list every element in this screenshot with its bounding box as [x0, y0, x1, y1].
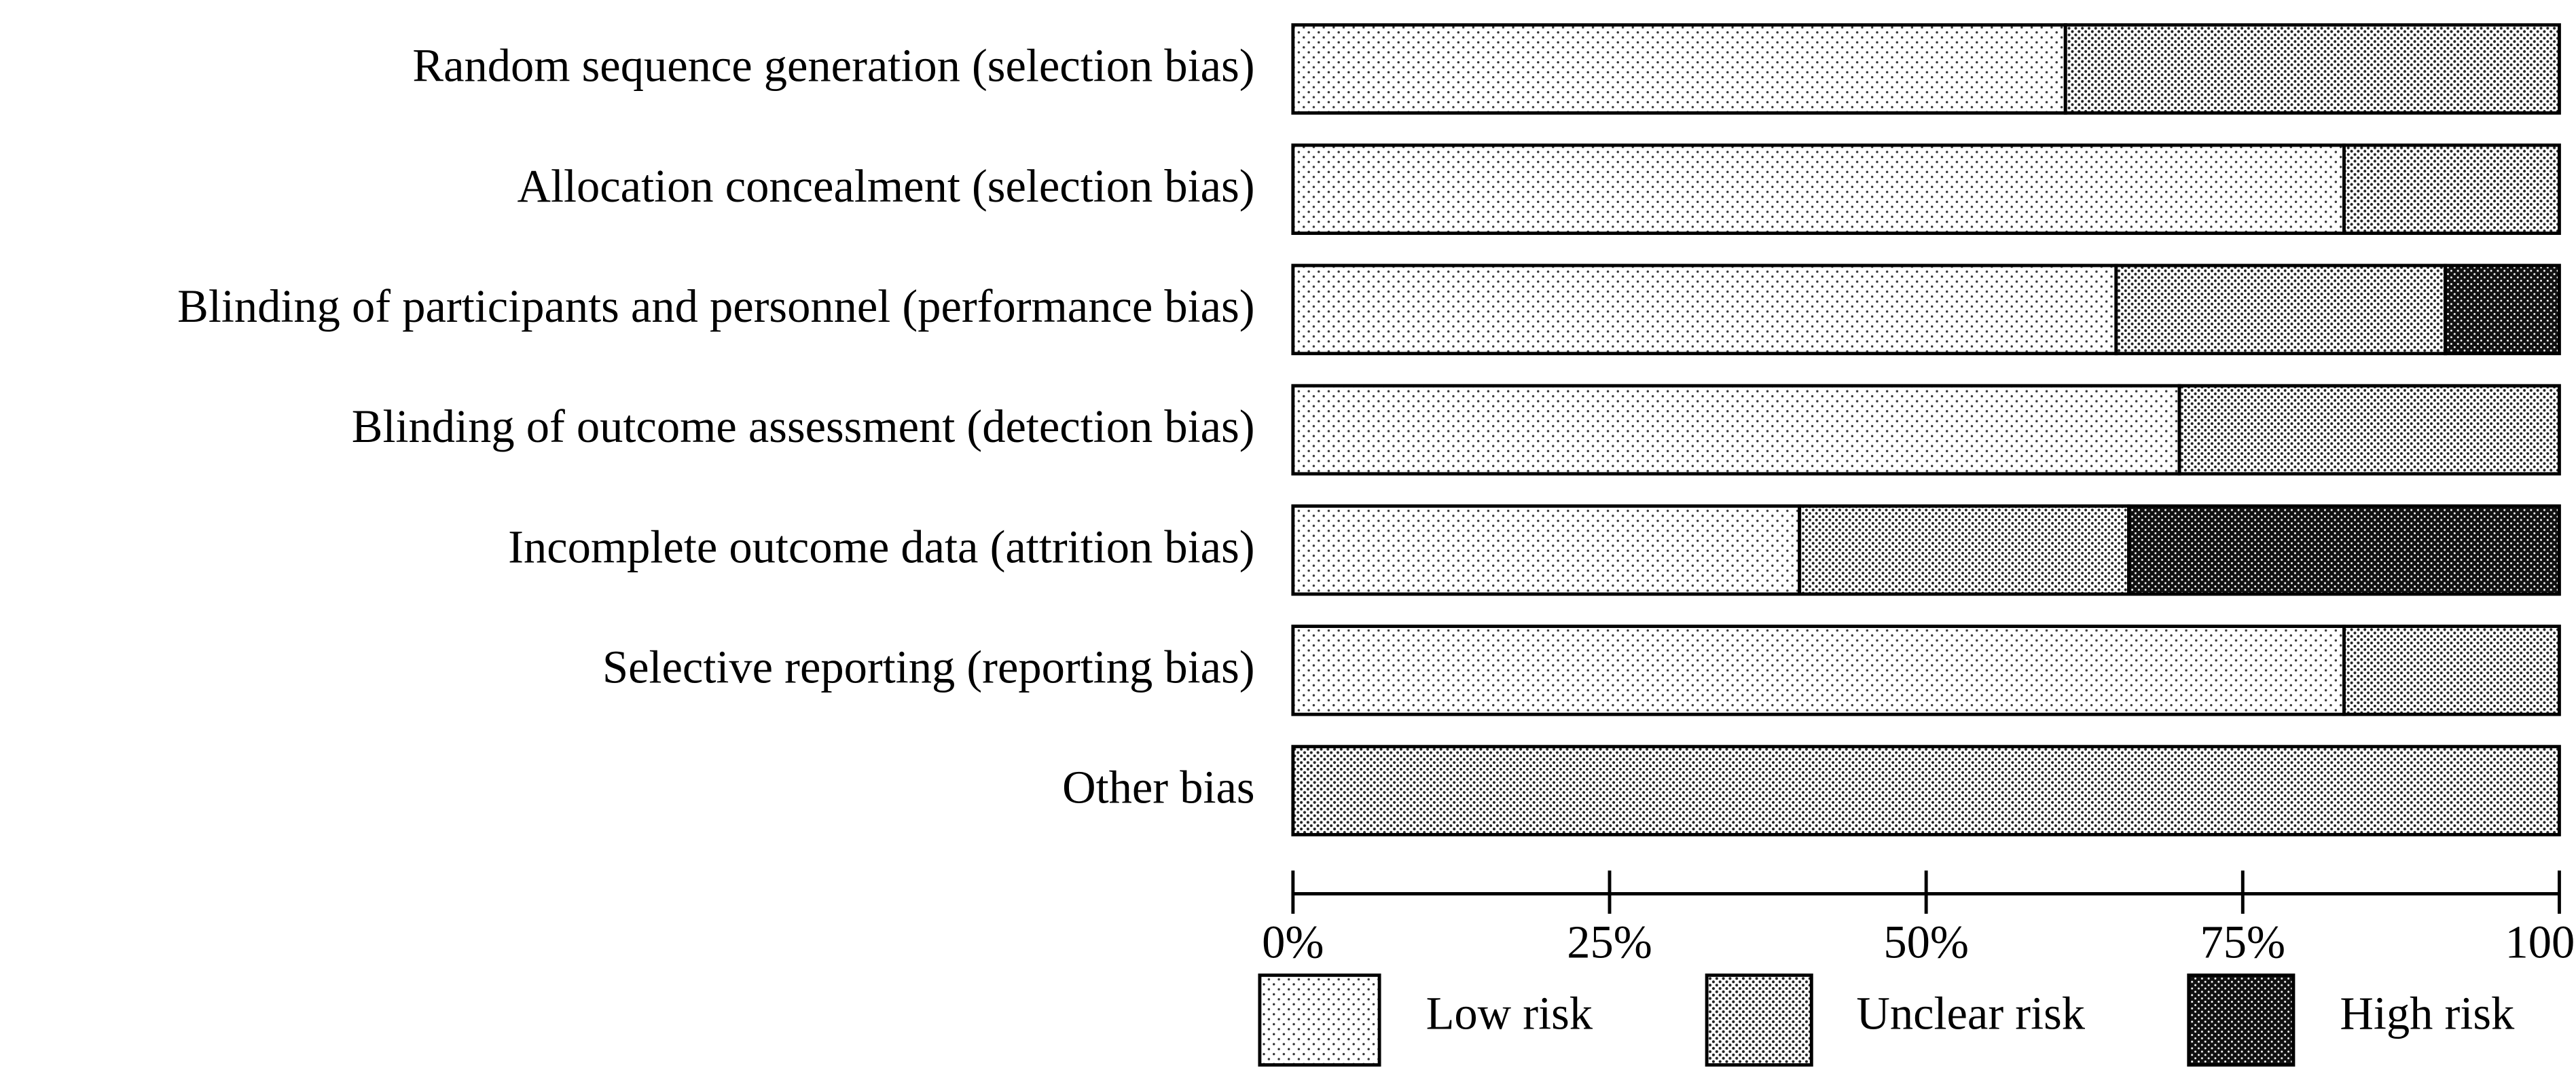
bar-segment — [2177, 384, 2561, 476]
bar-segment — [2063, 23, 2561, 115]
category-label: Other bias — [1062, 762, 1254, 813]
legend-label: Unclear risk — [1856, 988, 2085, 1039]
category-label: Allocation concealment (selection bias) — [517, 160, 1254, 212]
x-tick-label: 50% — [1883, 917, 1969, 968]
bar-segment — [1291, 23, 2067, 115]
bar-segment — [2342, 625, 2561, 716]
bar-segment — [1291, 384, 2181, 476]
bar-segment — [1291, 745, 2561, 836]
legend-swatch — [1705, 973, 1813, 1067]
x-tick-label: 25% — [1567, 917, 1652, 968]
x-tick-label: 75% — [2200, 917, 2286, 968]
legend-swatch — [2187, 973, 2296, 1067]
x-tick-label: 0% — [1262, 917, 1324, 968]
bar-segment — [1291, 504, 1802, 596]
legend-swatch — [1258, 973, 1381, 1067]
category-label: Selective reporting (reporting bias) — [602, 642, 1255, 693]
bar-segment — [2114, 263, 2448, 356]
category-label: Blinding of outcome assessment (detectio… — [352, 401, 1255, 452]
legend-label: High risk — [2340, 988, 2515, 1039]
legend-label: Low risk — [1426, 988, 1593, 1039]
category-label: Incomplete outcome data (attrition bias) — [508, 521, 1254, 572]
bar-segment — [1291, 263, 2118, 356]
bar-segment — [1291, 625, 2346, 716]
bar-segment — [2444, 263, 2561, 356]
bar-segment — [1798, 504, 2130, 596]
category-label: Blinding of participants and personnel (… — [177, 280, 1254, 332]
bar-segment — [2127, 504, 2561, 596]
bar-segment — [2342, 143, 2561, 236]
x-tick-label: 100% — [2505, 917, 2576, 968]
category-label: Random sequence generation (selection bi… — [412, 40, 1254, 92]
bar-segment — [1291, 143, 2346, 236]
